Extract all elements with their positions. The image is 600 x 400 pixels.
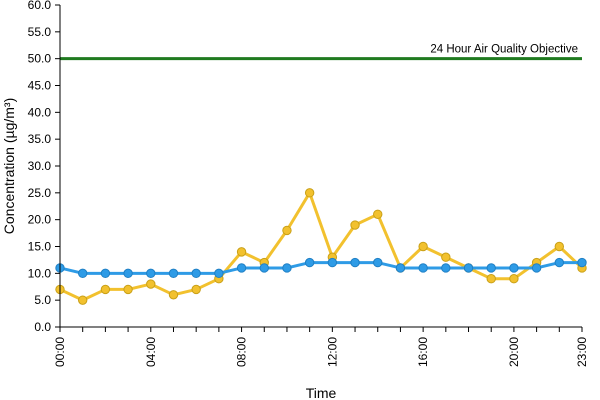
y-tick-label: 55.0 — [28, 25, 52, 39]
y-tick-label: 5.0 — [34, 293, 51, 307]
series-2-point — [282, 263, 292, 273]
series-1-point — [146, 279, 156, 289]
y-tick-label: 10.0 — [28, 266, 52, 280]
x-tick-label: 16:00 — [416, 337, 430, 367]
x-tick-label: 23:00 — [575, 337, 589, 367]
series-1-point — [77, 295, 88, 305]
series-2-point — [259, 263, 269, 273]
series-1-point — [373, 209, 383, 220]
series-2-point — [100, 268, 111, 279]
y-tick-label: 30.0 — [28, 159, 52, 173]
x-tick-label: 00:00 — [53, 337, 67, 367]
series-2-point — [214, 268, 224, 279]
series-1-point — [100, 284, 111, 295]
y-tick-label: 45.0 — [28, 79, 52, 93]
series-2-point — [168, 268, 179, 279]
series-1-point — [418, 241, 428, 252]
series-2-point — [350, 257, 360, 268]
series-2-point — [304, 257, 315, 268]
y-tick-label: 20.0 — [28, 213, 52, 227]
series-1-point — [441, 252, 451, 262]
y-axis-title: Concentration (µg/m³) — [1, 98, 17, 234]
series-1-point — [123, 284, 133, 295]
series-1-point — [304, 188, 315, 198]
x-axis-ticks: 00:00 04:00 08:00 12:00 16:00 20:00 23:00 — [53, 327, 589, 367]
x-tick-label: 04:00 — [144, 337, 158, 367]
series-2-point — [577, 257, 587, 268]
y-tick-label: 35.0 — [28, 132, 52, 146]
series-2-point — [531, 263, 542, 273]
series-2-point — [463, 263, 474, 273]
series-2-point — [509, 263, 519, 273]
series-2-point — [77, 268, 88, 279]
series-1-point — [350, 220, 360, 230]
series-2-point — [123, 268, 133, 279]
series-1-point — [554, 241, 565, 252]
series-2-point — [441, 263, 451, 273]
series-2-point — [146, 268, 156, 279]
y-tick-label: 15.0 — [28, 240, 52, 254]
x-tick-label: 12:00 — [325, 337, 339, 367]
series-2-point — [395, 263, 406, 273]
series-1-point — [282, 225, 292, 236]
series-line-2 — [59, 261, 582, 275]
reference-line-label: 24 Hour Air Quality Objective — [430, 44, 578, 56]
series-group — [55, 188, 587, 305]
series-2-point — [554, 257, 565, 268]
x-axis-title: Time — [306, 385, 337, 400]
series-1-point — [168, 290, 179, 300]
y-tick-label: 40.0 — [28, 105, 52, 119]
series-2-point — [418, 263, 428, 273]
y-tick-label: 0.0 — [34, 320, 51, 334]
y-tick-label: 25.0 — [28, 186, 52, 200]
x-tick-label: 08:00 — [235, 337, 249, 367]
series-2-point — [373, 257, 383, 268]
series-1-point — [509, 274, 519, 284]
x-tick-label: 20:00 — [507, 337, 521, 367]
y-tick-label: 50.0 — [28, 52, 52, 66]
series-2-point — [327, 257, 338, 268]
series-2-point — [236, 263, 247, 273]
series-1-point — [236, 247, 247, 257]
series-1-point — [191, 284, 201, 295]
y-axis-ticks: 0.0 5.0 10.0 15.0 20.0 25.0 30.0 35.0 40.0 45.0 50… — [28, 0, 60, 334]
series-line-1 — [59, 191, 584, 302]
series-2-point — [191, 268, 201, 279]
series-2-point — [486, 263, 496, 273]
series-1-point — [486, 274, 496, 284]
y-tick-label: 60.0 — [28, 0, 52, 12]
